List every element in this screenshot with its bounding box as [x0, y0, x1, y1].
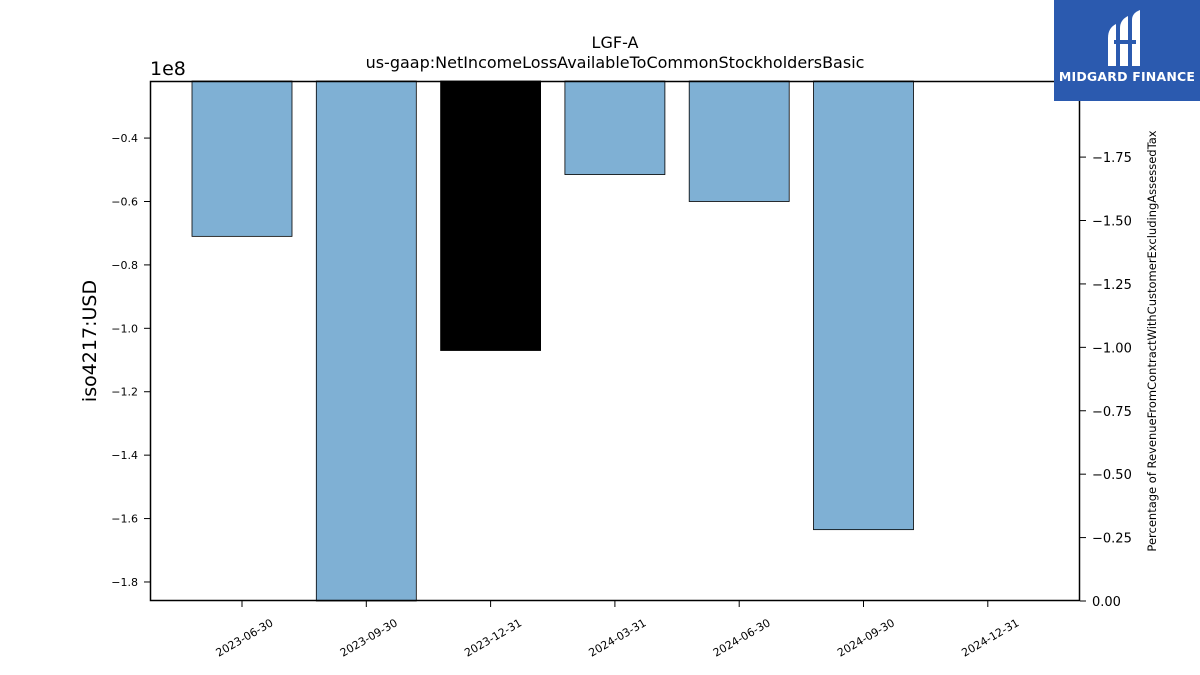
y2-tick-label: −0.25	[1092, 532, 1132, 547]
x-tick-label: 2024-03-31	[587, 616, 649, 659]
chart-subtitle: us-gaap:NetIncomeLossAvailableToCommonSt…	[366, 53, 865, 72]
y2-tick-label: −1.25	[1092, 278, 1132, 293]
y-axis-label: iso4217:USD	[79, 280, 101, 402]
y-tick-label: −1.2	[111, 386, 138, 399]
x-tick-label: 2024-06-30	[711, 616, 773, 659]
y-tick-label: −1.0	[111, 322, 138, 335]
x-tick-label: 2024-12-31	[959, 616, 1021, 659]
bar-2023-09-30	[315, 80, 417, 602]
y-tick-label: −0.6	[111, 195, 138, 208]
y2-tick-label: −0.75	[1092, 405, 1132, 420]
logo-text: MIDGARD FINANCE	[1058, 69, 1196, 84]
chart-title: LGF-A	[592, 33, 639, 52]
y-multiplier-label: 1e8	[150, 58, 186, 80]
x-tick-label: 2023-12-31	[462, 616, 524, 659]
y2-tick-label: −1.00	[1092, 341, 1132, 356]
bars-group	[191, 80, 914, 602]
bar-2023-12-31	[440, 80, 542, 351]
y-tick-label: −1.8	[111, 576, 138, 589]
y2-tick-label: −0.50	[1092, 468, 1132, 483]
x-tick-label: 2023-06-30	[214, 616, 276, 659]
y2-tick-label: 0.00	[1092, 595, 1121, 610]
x-tick-label: 2024-09-30	[835, 616, 897, 659]
x-tick-label: 2023-09-30	[338, 616, 400, 659]
plot-frame	[149, 80, 1081, 602]
midgard-finance-logo: MIDGARD FINANCE	[1054, 0, 1200, 101]
y2-tick-label: −1.50	[1092, 215, 1132, 230]
y-tick-label: −1.6	[111, 513, 138, 526]
midgard-logo-icon	[1108, 10, 1140, 66]
bar-2023-06-30	[191, 80, 293, 237]
y2-tick-label: −1.75	[1092, 151, 1132, 166]
bar-2024-03-31	[564, 80, 666, 175]
y2-axis-label: Percentage of RevenueFromContractWithCus…	[1145, 130, 1159, 551]
bar-2024-09-30	[813, 80, 914, 531]
y-tick-label: −0.8	[111, 259, 138, 272]
y-tick-label: −1.4	[111, 449, 138, 462]
bar-2024-06-30	[688, 80, 790, 202]
y-tick-label: −0.4	[111, 132, 138, 145]
